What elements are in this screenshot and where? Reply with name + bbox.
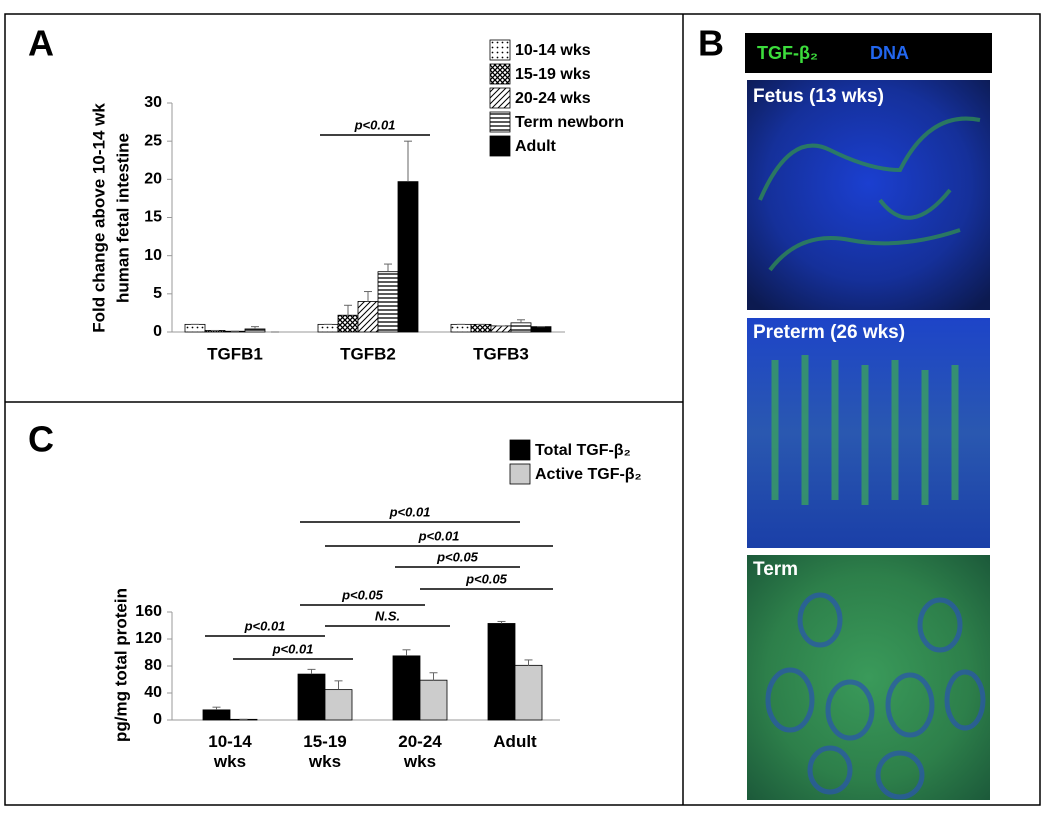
micrograph — [747, 80, 990, 310]
annotation: p<0.01 — [418, 528, 460, 543]
bar — [470, 323, 492, 333]
panel-label: C — [28, 419, 54, 460]
y-axis-label: human fetal intestine — [113, 133, 132, 303]
bar — [530, 326, 552, 333]
tissue-texture — [771, 355, 959, 505]
y-tick-label: 120 — [135, 630, 162, 647]
y-tick-label: 0 — [153, 711, 162, 728]
y-axis-label: Fold change above 10-14 wk — [89, 103, 108, 333]
x-tick-label: TGFB2 — [340, 344, 396, 363]
legend-label: Term newborn — [515, 114, 624, 131]
image-label: Fetus (13 wks) — [753, 86, 884, 107]
x-tick-label: Adult — [493, 732, 537, 751]
x-tick-label: 15-19 wks — [303, 732, 346, 771]
error-bar — [334, 680, 343, 690]
y-tick-label: 40 — [144, 684, 162, 701]
annotation: p<0.01 — [272, 641, 314, 656]
y-tick-label: 160 — [135, 603, 162, 620]
error-bar — [402, 649, 411, 656]
error-bar — [307, 668, 316, 675]
bar — [490, 325, 512, 333]
channel-label: TGF-β₂ — [757, 43, 818, 63]
annotation: p<0.05 — [436, 549, 479, 564]
annotation: p<0.05 — [465, 571, 508, 586]
y-tick-label: 15 — [144, 209, 162, 226]
bar — [392, 655, 421, 721]
bar — [397, 181, 419, 333]
bar — [377, 271, 399, 333]
x-tick-label: TGFB3 — [473, 344, 529, 363]
bar — [450, 323, 472, 333]
bar — [297, 673, 326, 721]
legend-swatch — [489, 87, 511, 109]
legend-label: 15-19 wks — [515, 66, 591, 83]
bar — [419, 679, 448, 721]
bar — [244, 328, 266, 333]
micrograph — [747, 555, 990, 800]
legend-label: 20-24 wks — [515, 90, 591, 107]
error-bar — [497, 620, 506, 624]
y-tick-label: 5 — [153, 285, 162, 302]
error-bar — [404, 140, 412, 182]
legend-swatch — [509, 463, 531, 485]
annotation: p<0.01 — [389, 504, 431, 519]
legend-label: Total TGF-β₂ — [535, 442, 631, 459]
panel-label: B — [698, 23, 724, 64]
legend-label: Adult — [515, 138, 557, 155]
legend-swatch — [489, 135, 511, 157]
panel-label: A — [28, 23, 54, 64]
legend-swatch — [509, 439, 531, 461]
legend-swatch — [489, 63, 511, 85]
bar — [510, 322, 532, 333]
annotation: N.S. — [375, 608, 400, 623]
error-bar — [517, 319, 525, 323]
error-bar — [364, 291, 372, 302]
error-bar — [251, 326, 259, 329]
annotation: p<0.01 — [244, 618, 286, 633]
bar — [337, 314, 359, 333]
error-bar — [212, 706, 221, 710]
y-tick-label: 20 — [144, 171, 162, 188]
legend-label: 10-14 wks — [515, 42, 591, 59]
legend-label: Active TGF-β₂ — [535, 466, 642, 483]
error-bar — [524, 659, 533, 666]
bar — [514, 664, 543, 721]
x-tick-label: TGFB1 — [207, 344, 263, 363]
image-label: Preterm (26 wks) — [753, 322, 905, 343]
bar — [357, 301, 379, 333]
y-tick-label: 0 — [153, 323, 162, 340]
y-tick-label: 30 — [144, 94, 162, 111]
channel-label: DNA — [870, 43, 909, 63]
error-bar — [384, 263, 392, 272]
tissue-texture — [765, 592, 986, 800]
image-label: Term — [753, 559, 798, 580]
frame — [4, 13, 1041, 806]
bar — [317, 323, 339, 333]
bar — [202, 709, 231, 721]
y-tick-label: 25 — [144, 132, 162, 149]
bar — [487, 623, 516, 721]
bar — [184, 323, 206, 333]
error-bar — [344, 304, 352, 316]
y-axis-label: pg/mg total protein — [111, 588, 130, 742]
y-tick-label: 10 — [144, 247, 162, 264]
x-tick-label: 10-14 wks — [208, 732, 252, 771]
y-tick-label: 80 — [144, 657, 162, 674]
error-bar — [429, 672, 438, 681]
annotation: p<0.01 — [354, 117, 396, 132]
image-header — [745, 33, 992, 73]
annotation: p<0.05 — [341, 587, 384, 602]
legend-swatch — [489, 39, 511, 61]
x-tick-label: 20-24 wks — [398, 732, 442, 771]
legend-swatch — [489, 111, 511, 133]
bar — [324, 689, 353, 721]
tissue-texture — [758, 116, 981, 272]
